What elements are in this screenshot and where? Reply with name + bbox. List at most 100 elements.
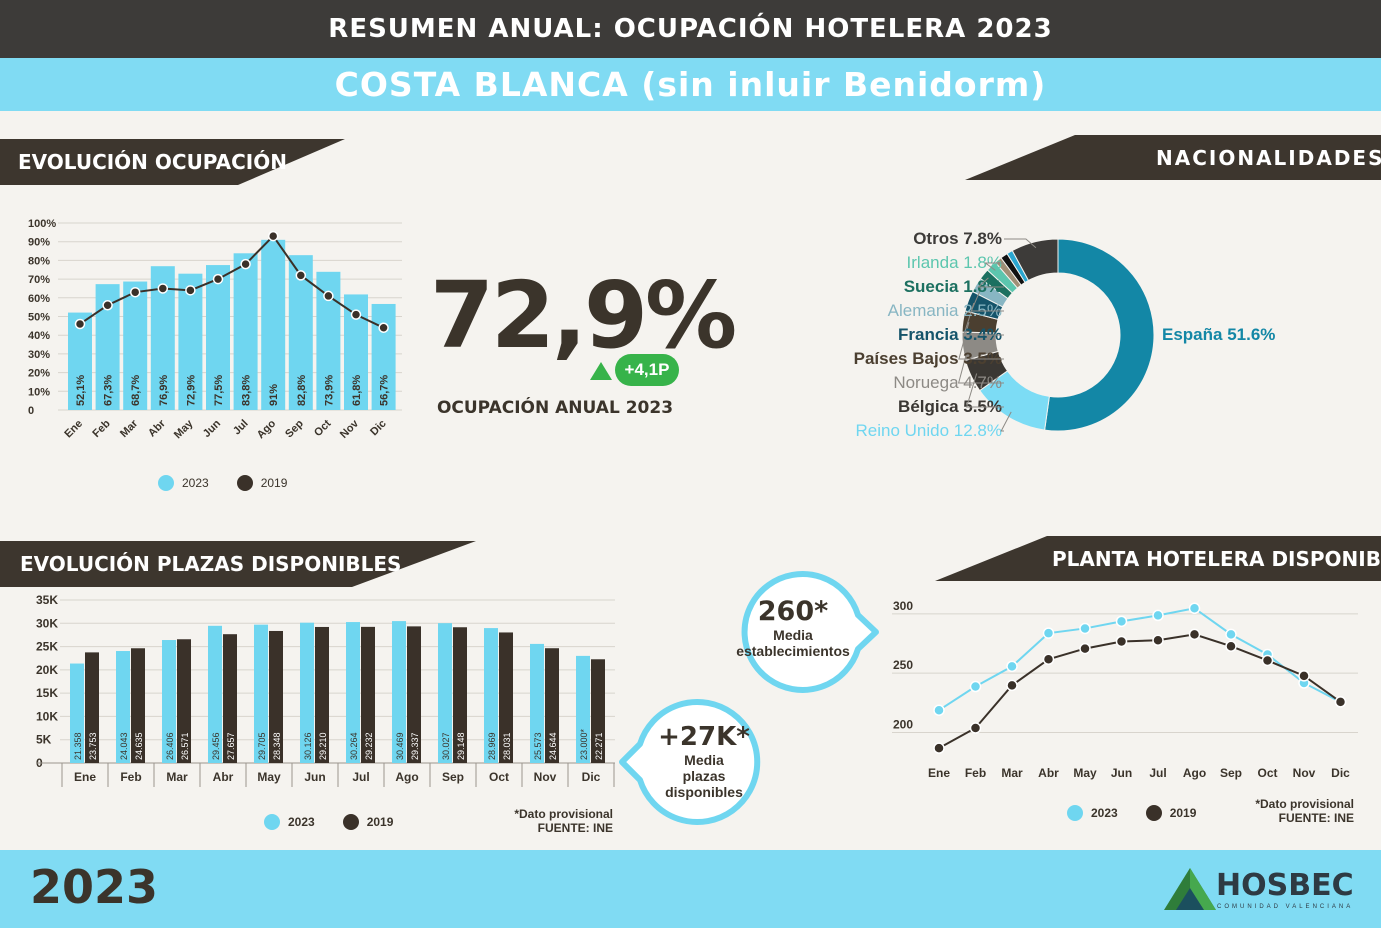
point-2019 — [1334, 696, 1347, 708]
point-2019 — [1152, 634, 1164, 647]
x-tick-label: Sep — [283, 417, 306, 440]
legend-2019-marker — [1145, 805, 1162, 821]
x-tick-label: Jun — [201, 417, 224, 440]
bar-2019 — [545, 648, 559, 763]
y-tick-label: 35K — [36, 593, 58, 607]
point-2023 — [1188, 602, 1201, 615]
slice-value: 7.8% — [963, 229, 1002, 248]
bar-value-label: 61,8% — [351, 375, 363, 406]
point-2023 — [933, 704, 945, 716]
bar-value-label: 72,9% — [185, 375, 197, 406]
section-title-ocupacion: EVOLUCIÓN OCUPACIÓN — [18, 150, 287, 174]
legend-label: Suecia 1.8% — [904, 277, 1002, 296]
y-tick-label: 0 — [28, 405, 34, 417]
bar-2019 — [591, 659, 605, 763]
bar-value-label: 26.406 — [165, 732, 175, 760]
legend-2023-label: 2023 — [1091, 806, 1118, 820]
bar-value-label: 29.705 — [257, 732, 267, 760]
y-tick-label: 25K — [36, 640, 58, 654]
slice-name: Reino Unido — [856, 421, 954, 440]
bubble-establecimientos-value: 260* — [757, 596, 829, 627]
kpi-change-badge: +4,1P — [615, 354, 679, 386]
slice-name: Suecia — [904, 277, 964, 296]
bar-value-label: 25.573 — [533, 732, 543, 760]
point-2019 — [212, 273, 224, 285]
leader-line — [970, 287, 1004, 312]
point-2019 — [102, 300, 113, 311]
bubble-plazas-value: +27K* — [658, 722, 750, 752]
bar-2019 — [269, 630, 283, 763]
bar-2023 — [576, 655, 590, 763]
bubble-plazas-line2: plazas — [682, 768, 726, 784]
leader-line — [1000, 411, 1012, 432]
slice-name: Alemania — [888, 301, 964, 320]
bar-2023 — [208, 625, 222, 763]
x-tick-label: Mar — [166, 770, 188, 784]
section-title-nacionalidades: NACIONALIDADES — [1156, 145, 1381, 170]
bar-value-label: 30.027 — [441, 732, 451, 760]
y-tick-label: 90% — [28, 237, 50, 249]
slice-value: 1.8% — [963, 253, 1002, 272]
bar-2019 — [453, 627, 467, 763]
bar-value-label: 23.000* — [579, 728, 589, 760]
y-tick-label: 200 — [893, 717, 913, 731]
point-2023 — [1079, 622, 1091, 635]
point-2019 — [240, 258, 251, 270]
bar-2023 — [116, 651, 130, 763]
bar-2023 — [254, 624, 268, 763]
point-2019 — [1115, 635, 1128, 648]
bar-value-label: 29.337 — [410, 732, 420, 760]
y-tick-label: 30% — [28, 349, 50, 361]
bubble-establecimientos: 260* Media establecimientos — [728, 596, 858, 659]
y-tick-label: 10K — [36, 709, 58, 723]
x-tick-label: Mar — [118, 417, 141, 440]
bar-value-label: 21.358 — [73, 732, 83, 760]
logo-wordmark: HOSBEC — [1216, 868, 1354, 903]
hosbec-logo-icon — [1164, 868, 1216, 910]
logo-subtitle: COMUNIDAD VALENCIANA — [1217, 904, 1354, 910]
legend-label: Irlanda 1.8% — [907, 253, 1002, 272]
point-2019 — [129, 286, 141, 298]
slice-value: 12.8% — [954, 421, 1002, 440]
x-tick-label: Ago — [255, 417, 279, 441]
y-tick-label: 70% — [28, 274, 50, 286]
point-2019 — [1225, 640, 1237, 652]
point-2019 — [1042, 653, 1055, 666]
bar-value-label: 28.031 — [502, 732, 512, 760]
y-tick-label: 15K — [36, 686, 58, 700]
bar-value-label: 24.644 — [548, 732, 558, 760]
legend-2023-marker — [1067, 805, 1083, 821]
bar-value-label: 76,9% — [158, 375, 170, 406]
bar-2023 — [123, 281, 148, 410]
point-2019 — [323, 290, 334, 302]
point-2019 — [378, 322, 389, 333]
bubble-plazas-line1: Media — [684, 752, 724, 768]
section-banner-ocupacion-bg — [0, 139, 345, 185]
note-source: FUENTE: INE — [537, 821, 613, 835]
bar-value-label: 22.271 — [594, 732, 604, 760]
bar-2023 — [371, 303, 396, 410]
bar-2019 — [407, 626, 421, 763]
legend-2023-marker — [158, 475, 174, 491]
section-banner-plazas-bg — [0, 541, 476, 587]
bar-2019 — [85, 652, 99, 763]
kpi-label: OCUPACIÓN ANUAL 2023 — [436, 398, 674, 418]
bar-value-label: 28.348 — [272, 732, 282, 760]
note-planta: *Dato provisional FUENTE: INE — [1200, 797, 1354, 825]
page-subtitle: COSTA BLANCA (sin inluir Benidorm) — [0, 58, 1381, 111]
y-tick-label: 20% — [28, 368, 50, 380]
bar-value-label: 29.210 — [318, 732, 328, 760]
point-2019 — [185, 285, 196, 296]
legend-label: Países Bajos 3.5% — [854, 349, 1002, 368]
bar-2019 — [499, 632, 513, 763]
point-2019 — [74, 318, 86, 330]
slice-name: Irlanda — [907, 253, 964, 272]
legend-2019-label: 2019 — [260, 476, 288, 490]
bar-value-label: 26.571 — [180, 732, 190, 760]
x-tick-label: May — [1073, 766, 1097, 780]
x-tick-label: Jul — [1149, 766, 1166, 780]
point-2023 — [1006, 660, 1018, 673]
bar-2023 — [530, 643, 544, 763]
bar-2023 — [70, 663, 84, 763]
slice-name: Otros — [913, 229, 963, 248]
